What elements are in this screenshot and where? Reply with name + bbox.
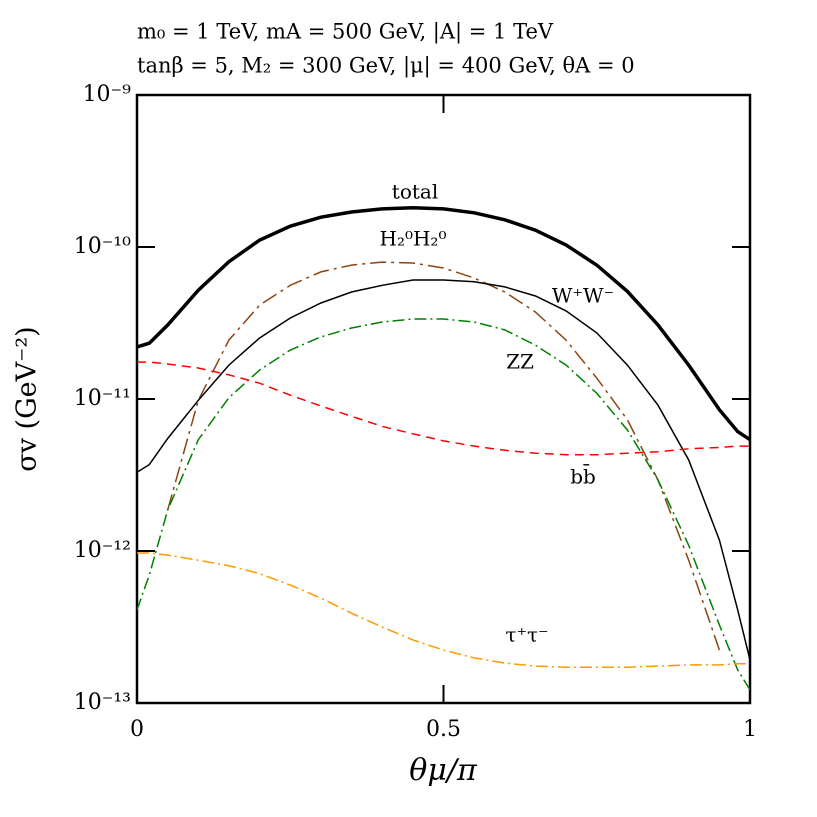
- series-label: total: [392, 180, 438, 204]
- series-line: [137, 279, 750, 661]
- plot-frame: [135, 93, 752, 705]
- y-tick-label: 10⁻¹⁰: [74, 234, 131, 259]
- y-tick-label: 10⁻¹¹: [74, 386, 131, 411]
- series-label: ZZ: [506, 350, 534, 374]
- series-line: [137, 552, 750, 668]
- series-label: bb̄: [570, 463, 596, 488]
- x-tick-label: 0: [130, 717, 144, 742]
- y-tick-label: 10⁻¹³: [74, 690, 131, 715]
- series-line: [137, 361, 750, 456]
- x-tick-label: 0.5: [426, 717, 461, 742]
- chart-subtitle: tanβ = 5, M₂ = 300 GeV, |μ| = 400 GeV, θ…: [137, 54, 635, 79]
- series-label: τ⁺τ⁻: [505, 623, 548, 647]
- series-line: [137, 318, 750, 691]
- y-tick-label: 10⁻⁹: [83, 82, 132, 107]
- y-tick-label: 10⁻¹²: [74, 538, 131, 563]
- series-label: H₂⁰H₂⁰: [380, 227, 447, 251]
- x-tick-label: 1: [743, 717, 757, 742]
- series-line: [137, 206, 750, 442]
- x-axis-label: θμ/π: [409, 753, 478, 788]
- series-line: [166, 261, 721, 651]
- y-axis-label: σv (GeV⁻²): [12, 326, 43, 471]
- chart-title: m₀ = 1 TeV, mA = 500 GeV, |A| = 1 TeV: [137, 20, 554, 45]
- series-label: W⁺W⁻: [552, 284, 614, 308]
- plot-area: [137, 206, 750, 691]
